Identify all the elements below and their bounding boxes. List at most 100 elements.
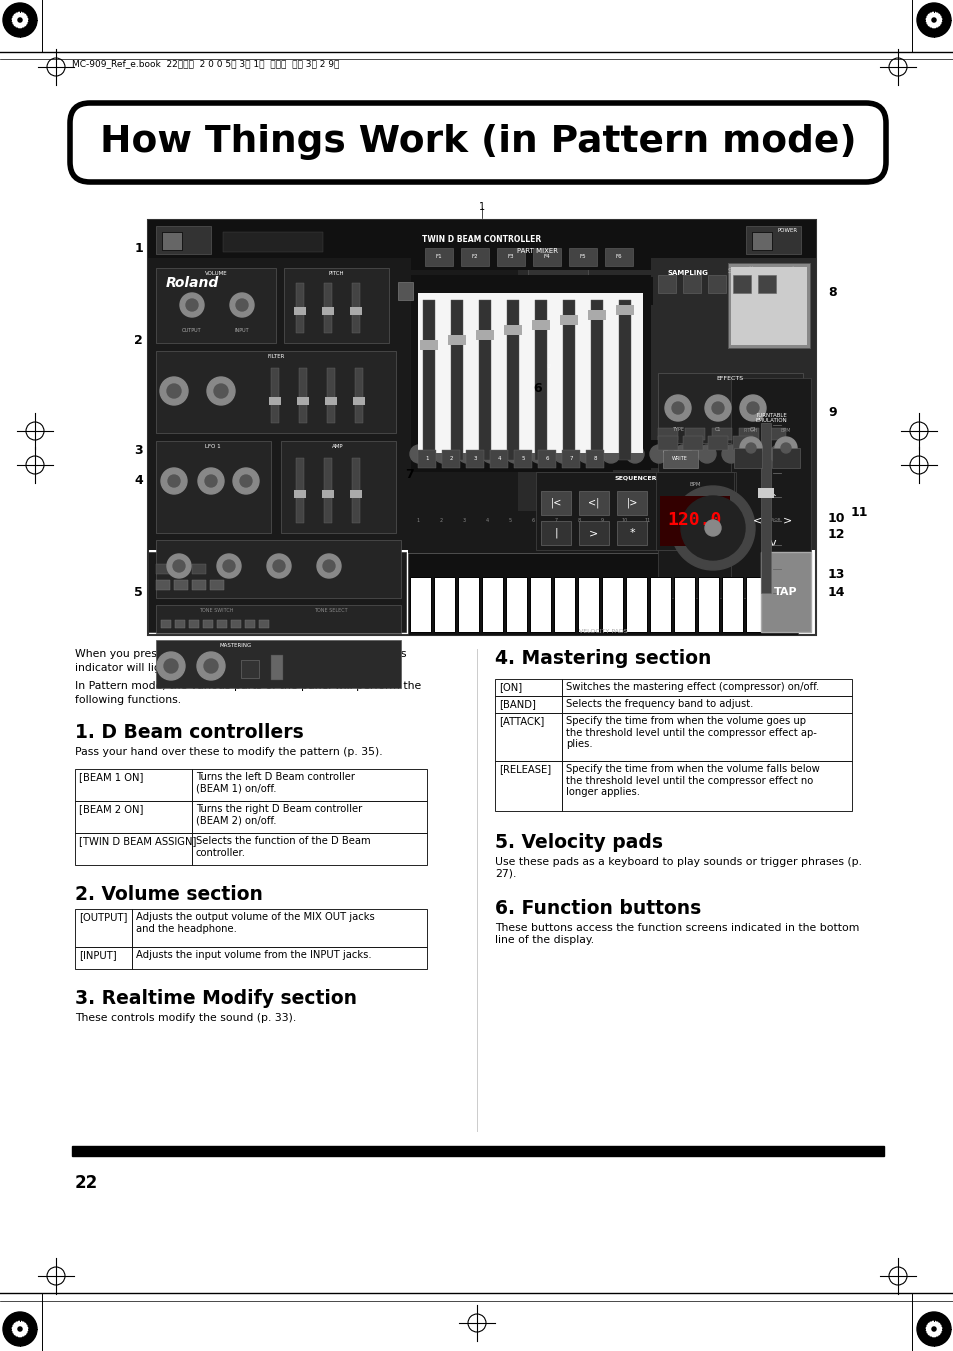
Bar: [604, 249, 633, 266]
Circle shape: [925, 12, 941, 27]
Circle shape: [625, 444, 643, 463]
Bar: [578, 521, 608, 544]
Bar: [490, 450, 507, 467]
Text: 7: 7: [405, 469, 414, 481]
Circle shape: [457, 444, 476, 463]
Circle shape: [240, 476, 252, 486]
Bar: [156, 267, 275, 343]
Bar: [245, 620, 254, 628]
Bar: [659, 496, 729, 546]
Bar: [417, 293, 642, 453]
Bar: [296, 397, 309, 405]
Bar: [745, 226, 801, 254]
Text: 1. D Beam controllers: 1. D Beam controllers: [75, 723, 303, 742]
Circle shape: [774, 436, 796, 459]
Text: F2: F2: [471, 254, 477, 259]
Text: PART MIXER: PART MIXER: [517, 249, 558, 254]
Bar: [658, 436, 678, 450]
Circle shape: [745, 443, 755, 453]
Text: PITCH: PITCH: [743, 428, 758, 434]
Text: 1: 1: [134, 242, 143, 254]
Circle shape: [530, 444, 547, 463]
Bar: [765, 428, 785, 440]
Bar: [732, 276, 750, 293]
Text: BPM: BPM: [688, 482, 700, 486]
Circle shape: [186, 299, 198, 311]
Bar: [533, 249, 560, 266]
Bar: [355, 367, 363, 423]
Bar: [618, 300, 630, 459]
Text: <|: <|: [588, 497, 599, 508]
Circle shape: [916, 1312, 950, 1346]
Text: EFFECTS: EFFECTS: [716, 376, 742, 381]
Bar: [413, 288, 647, 458]
Bar: [192, 834, 427, 865]
Text: 5: 5: [520, 457, 524, 462]
Text: [BEAM 1 ON]: [BEAM 1 ON]: [79, 771, 143, 782]
Bar: [417, 450, 436, 467]
Text: 1: 1: [478, 203, 484, 212]
Text: 11: 11: [644, 519, 651, 523]
Bar: [617, 490, 646, 515]
Bar: [535, 300, 546, 459]
Text: Specify the time from when the volume goes up
the threshold level until the comp: Specify the time from when the volume go…: [565, 716, 816, 750]
Bar: [148, 220, 815, 635]
Bar: [350, 490, 361, 499]
Text: following functions.: following functions.: [75, 694, 181, 705]
Text: MC-909_Ref_e.book  22ページ  2 0 0 5年 3月 1日  火曜日  午後 3時 2 9分: MC-909_Ref_e.book 22ページ 2 0 0 5年 3月 1日 火…: [71, 59, 339, 69]
Text: 8: 8: [827, 286, 836, 300]
Bar: [350, 307, 361, 315]
Bar: [413, 442, 613, 471]
Text: [ATTACK]: [ATTACK]: [498, 716, 543, 725]
Circle shape: [157, 653, 185, 680]
Bar: [617, 521, 646, 544]
Text: |<: |<: [550, 497, 561, 508]
Bar: [132, 909, 427, 947]
Bar: [408, 511, 797, 531]
Bar: [132, 947, 427, 969]
Circle shape: [781, 443, 790, 453]
Bar: [561, 450, 579, 467]
Text: These controls modify the sound (p. 33).: These controls modify the sound (p. 33).: [75, 1013, 296, 1023]
Circle shape: [711, 403, 723, 413]
Bar: [223, 232, 323, 253]
Circle shape: [670, 486, 754, 570]
Circle shape: [704, 520, 720, 536]
Bar: [422, 300, 435, 459]
Circle shape: [207, 377, 234, 405]
Bar: [148, 220, 815, 258]
Bar: [241, 661, 258, 678]
Bar: [411, 440, 801, 467]
Circle shape: [198, 467, 224, 494]
Bar: [476, 330, 494, 340]
Bar: [658, 276, 676, 293]
Bar: [587, 309, 605, 320]
Bar: [411, 240, 650, 270]
Text: CURSOR: CURSOR: [763, 517, 781, 521]
Circle shape: [267, 554, 291, 578]
Bar: [658, 428, 678, 440]
Bar: [75, 909, 132, 947]
Text: ^: ^: [767, 493, 777, 503]
Circle shape: [160, 377, 188, 405]
Bar: [156, 605, 400, 634]
Bar: [353, 397, 365, 405]
Circle shape: [769, 444, 787, 463]
Bar: [527, 267, 587, 323]
Circle shape: [698, 444, 716, 463]
Circle shape: [554, 444, 572, 463]
Text: Selects the frequency band to adjust.: Selects the frequency band to adjust.: [565, 698, 753, 709]
Text: 2: 2: [439, 519, 442, 523]
Text: [INPUT]: [INPUT]: [79, 950, 116, 961]
Text: These buttons access the function screens indicated in the bottom
line of the di: These buttons access the function screen…: [495, 923, 859, 944]
Text: 7: 7: [569, 457, 572, 462]
Bar: [758, 488, 773, 499]
Text: Turns the right D Beam controller
(BEAM 2) on/off.: Turns the right D Beam controller (BEAM …: [195, 804, 362, 825]
Circle shape: [680, 496, 744, 561]
Bar: [561, 696, 851, 713]
Bar: [662, 450, 698, 467]
Bar: [322, 307, 334, 315]
Text: 3: 3: [134, 443, 143, 457]
Text: indicator will light and the MC-909 will be in Pattern mode.: indicator will light and the MC-909 will…: [75, 663, 395, 673]
Bar: [203, 620, 213, 628]
